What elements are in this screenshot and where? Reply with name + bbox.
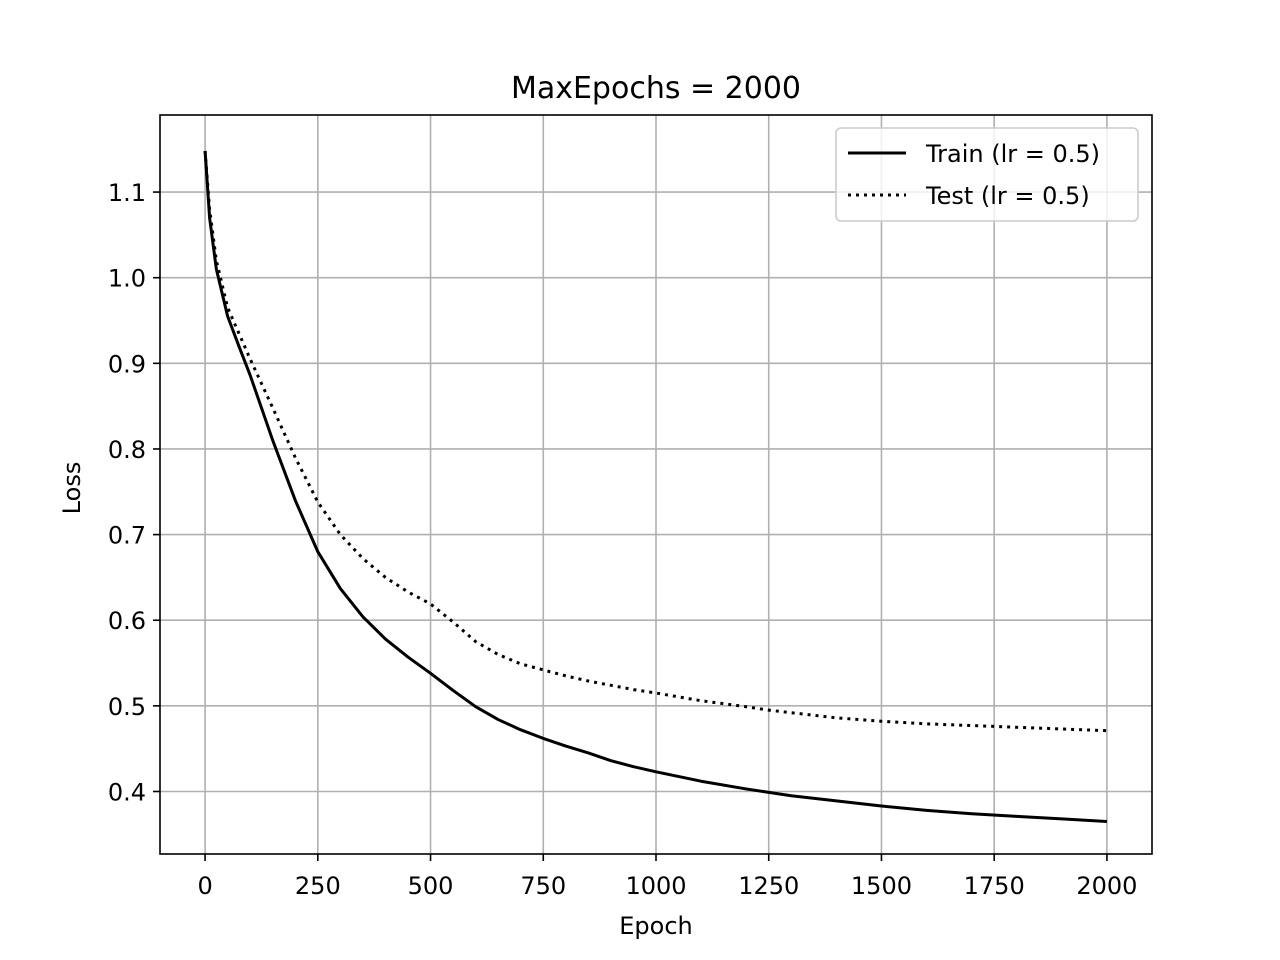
legend: Train (lr = 0.5) Test (lr = 0.5) <box>835 127 1139 222</box>
x-axis-label: Epoch <box>619 912 693 940</box>
tick-labels: 0 250 500 750 1000 1250 1500 1750 2000 0.4 0.5 0.6 0… <box>108 179 1138 900</box>
y-tick-label: 0.5 <box>108 693 146 721</box>
legend-train-label: Train (lr = 0.5) <box>925 140 1100 168</box>
y-tick-label: 0.6 <box>108 607 146 635</box>
legend-box <box>835 127 1139 222</box>
series-lines <box>203 150 1107 823</box>
tick-marks <box>153 191 1108 861</box>
x-tick-label: 500 <box>408 872 454 900</box>
x-tick-label: 1500 <box>851 872 912 900</box>
y-tick-label: 0.8 <box>108 436 146 464</box>
legend-test-label: Test (lr = 0.5) <box>925 182 1090 210</box>
y-axis-label: Loss <box>58 462 86 515</box>
y-tick-label: 1.1 <box>108 179 146 207</box>
y-tick-label: 1.0 <box>108 265 146 293</box>
grid-lines <box>160 115 1152 854</box>
x-tick-label: 250 <box>295 872 341 900</box>
x-tick-label: 0 <box>197 872 212 900</box>
x-tick-label: 750 <box>520 872 566 900</box>
test-loss-line <box>203 150 1107 733</box>
y-tick-label: 0.7 <box>108 522 146 550</box>
chart-title: MaxEpochs = 2000 <box>511 71 801 106</box>
train-loss-line <box>203 150 1107 823</box>
y-tick-label: 0.9 <box>108 350 146 378</box>
x-tick-label: 1250 <box>738 872 799 900</box>
y-tick-label: 0.4 <box>108 778 146 806</box>
x-tick-label: 1750 <box>964 872 1025 900</box>
x-tick-label: 2000 <box>1076 872 1137 900</box>
x-tick-label: 1000 <box>625 872 686 900</box>
